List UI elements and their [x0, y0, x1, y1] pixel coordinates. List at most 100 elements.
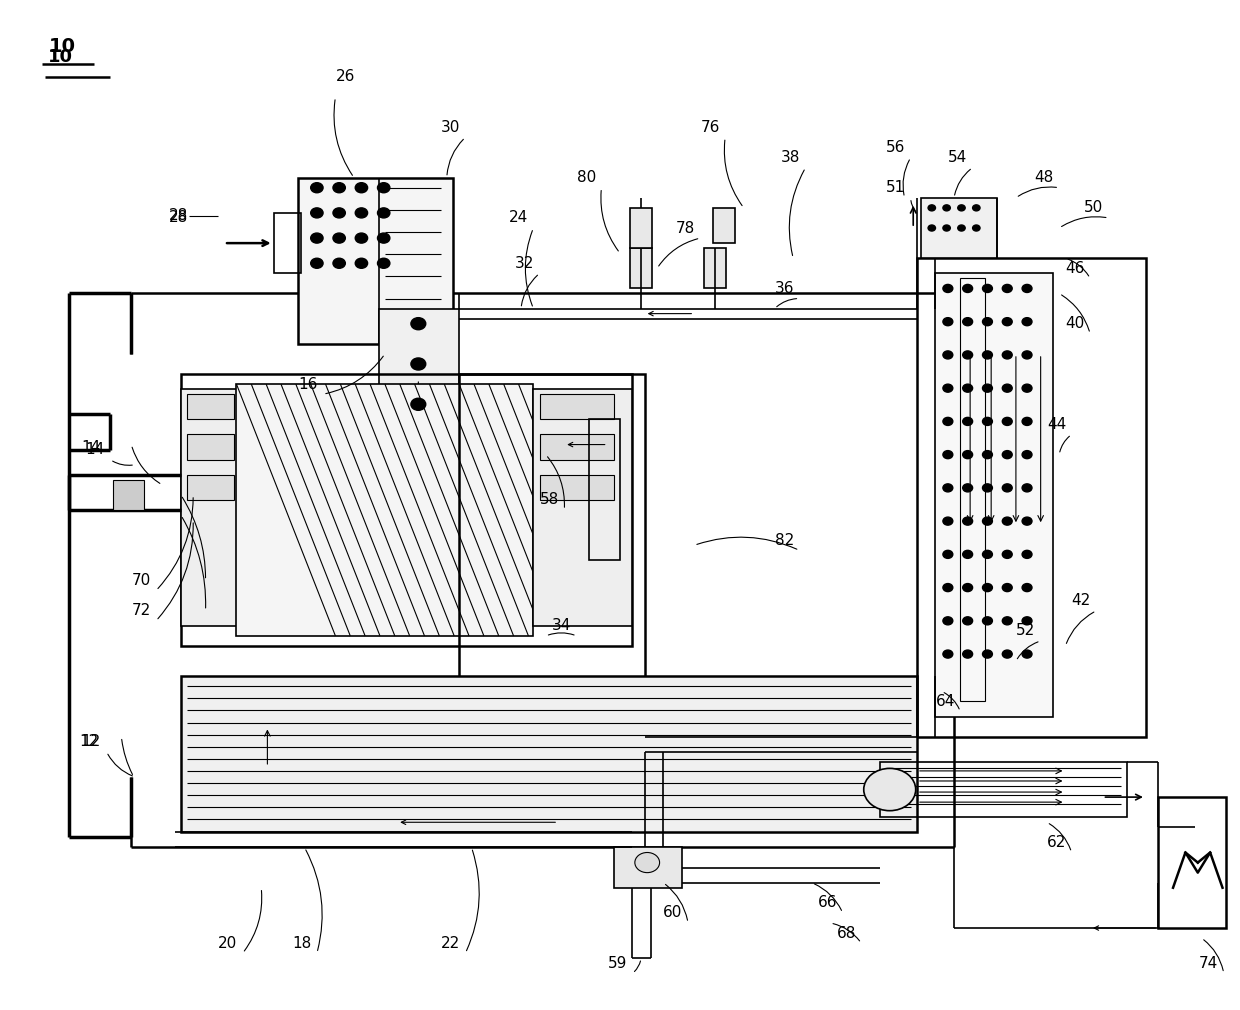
Circle shape: [1022, 584, 1032, 592]
Circle shape: [410, 318, 425, 329]
Text: 68: 68: [837, 925, 856, 940]
Circle shape: [982, 584, 992, 592]
Circle shape: [355, 183, 367, 193]
Text: 28: 28: [169, 210, 187, 225]
Circle shape: [942, 417, 952, 425]
Circle shape: [1002, 417, 1012, 425]
Circle shape: [1022, 318, 1032, 325]
Circle shape: [982, 550, 992, 559]
Text: 12: 12: [82, 734, 100, 749]
Circle shape: [1022, 617, 1032, 625]
Circle shape: [377, 183, 389, 193]
Circle shape: [311, 208, 324, 218]
Text: 26: 26: [336, 70, 355, 85]
Circle shape: [377, 233, 389, 243]
Text: 32: 32: [515, 256, 534, 271]
Bar: [113, 480, 144, 510]
Circle shape: [942, 550, 952, 559]
Text: 66: 66: [818, 895, 837, 910]
Circle shape: [982, 517, 992, 525]
Circle shape: [928, 205, 935, 211]
Circle shape: [334, 259, 345, 269]
Bar: [920, 198, 997, 259]
Circle shape: [1022, 550, 1032, 559]
Circle shape: [957, 205, 965, 211]
Text: 82: 82: [775, 532, 794, 547]
Text: 10: 10: [48, 37, 76, 57]
Circle shape: [942, 318, 952, 325]
Bar: [539, 394, 614, 419]
Bar: [539, 475, 614, 500]
Circle shape: [1002, 350, 1012, 359]
Circle shape: [982, 450, 992, 459]
Bar: [187, 434, 234, 460]
Circle shape: [962, 484, 972, 492]
Circle shape: [1022, 285, 1032, 293]
Text: 14: 14: [86, 442, 104, 458]
Text: 56: 56: [887, 140, 905, 155]
Circle shape: [355, 208, 367, 218]
Circle shape: [962, 350, 972, 359]
Bar: [237, 384, 533, 636]
Text: 72: 72: [131, 603, 150, 618]
Bar: [181, 374, 632, 646]
Circle shape: [962, 517, 972, 525]
Circle shape: [942, 484, 952, 492]
Text: 38: 38: [781, 150, 800, 165]
Circle shape: [942, 225, 950, 231]
Circle shape: [962, 550, 972, 559]
Circle shape: [982, 318, 992, 325]
Text: 50: 50: [1084, 200, 1104, 215]
Circle shape: [410, 358, 425, 370]
Bar: [459, 374, 645, 756]
Circle shape: [982, 384, 992, 392]
Text: 16: 16: [299, 377, 317, 392]
Bar: [1158, 797, 1226, 928]
Bar: [539, 434, 614, 460]
Circle shape: [942, 350, 952, 359]
Circle shape: [334, 183, 345, 193]
Bar: [916, 259, 1146, 736]
Bar: [935, 274, 1053, 716]
Text: 51: 51: [887, 180, 905, 195]
Text: 62: 62: [1047, 835, 1066, 850]
Text: 58: 58: [539, 493, 559, 507]
Bar: [589, 419, 620, 561]
Text: 28: 28: [169, 208, 187, 223]
Bar: [274, 213, 301, 274]
Text: 60: 60: [663, 905, 683, 920]
Circle shape: [1002, 650, 1012, 659]
Circle shape: [962, 617, 972, 625]
Circle shape: [1002, 318, 1012, 325]
Text: 40: 40: [1065, 316, 1085, 331]
Text: 24: 24: [508, 210, 528, 225]
Text: 34: 34: [552, 618, 572, 633]
Circle shape: [942, 584, 952, 592]
Circle shape: [982, 285, 992, 293]
Text: 22: 22: [440, 935, 460, 950]
Circle shape: [311, 183, 324, 193]
Circle shape: [1022, 417, 1032, 425]
Bar: [630, 208, 652, 248]
Circle shape: [962, 650, 972, 659]
Text: 59: 59: [608, 955, 627, 971]
Circle shape: [982, 650, 992, 659]
Circle shape: [942, 285, 952, 293]
Circle shape: [334, 233, 345, 243]
Bar: [880, 762, 1127, 817]
Circle shape: [942, 650, 952, 659]
Text: 30: 30: [440, 120, 460, 134]
Circle shape: [942, 384, 952, 392]
Circle shape: [1022, 384, 1032, 392]
Circle shape: [1002, 384, 1012, 392]
Circle shape: [1022, 350, 1032, 359]
Circle shape: [942, 617, 952, 625]
Text: 74: 74: [1199, 955, 1218, 971]
Bar: [187, 394, 234, 419]
Circle shape: [962, 285, 972, 293]
Circle shape: [635, 852, 660, 873]
Text: 64: 64: [935, 694, 955, 709]
Bar: [533, 389, 632, 626]
Text: 44: 44: [1047, 417, 1066, 432]
Text: 14: 14: [82, 440, 100, 456]
